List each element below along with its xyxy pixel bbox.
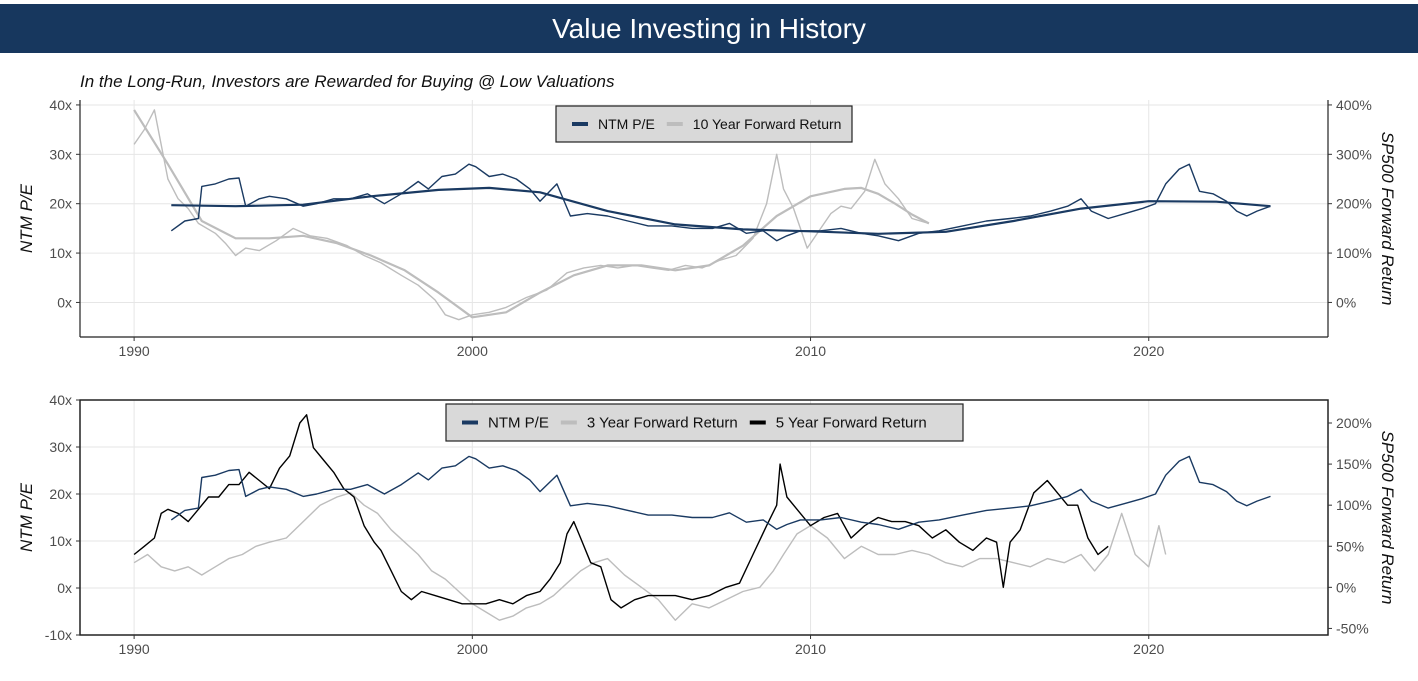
- y-left-tick-label: 40x: [49, 97, 72, 113]
- y-right-tick-label: 50%: [1336, 538, 1364, 554]
- legend-label-r3: 3 Year Forward Return: [587, 415, 738, 432]
- y-right-tick-label: 300%: [1336, 146, 1372, 162]
- series-line-pe: [170, 163, 1271, 242]
- y-left-axis-title: NTM P/E: [17, 183, 36, 253]
- x-tick-label: 2010: [795, 641, 826, 657]
- x-tick-label: 2000: [457, 641, 488, 657]
- x-tick-label: 2020: [1133, 641, 1164, 657]
- legend-label-pe: NTM P/E: [488, 415, 549, 432]
- series-line-r3: [133, 492, 1167, 621]
- y-left-tick-label: 20x: [49, 196, 72, 212]
- series-line-r10_smooth: [133, 109, 930, 319]
- series-line-r5: [133, 414, 1109, 609]
- y-left-tick-label: 20x: [49, 486, 72, 502]
- legend-box: [555, 105, 853, 143]
- x-tick-label: 2000: [457, 343, 488, 359]
- y-left-tick-label: 30x: [49, 439, 72, 455]
- series-line-pe: [170, 455, 1271, 530]
- y-right-axis-title: SP500 Forward Return: [1378, 431, 1397, 605]
- y-left-tick-label: 10x: [49, 533, 72, 549]
- y-right-tick-label: 400%: [1336, 97, 1372, 113]
- y-left-tick-label: -10x: [45, 627, 72, 643]
- x-tick-label: 2010: [795, 343, 826, 359]
- x-tick-label: 2020: [1133, 343, 1164, 359]
- legend-label-pe: NTM P/E: [598, 116, 655, 132]
- legend-label-r10: 10 Year Forward Return: [693, 116, 842, 132]
- series-line-pe_smooth: [171, 186, 1271, 235]
- y-left-axis-title: NTM P/E: [17, 482, 36, 552]
- title-banner: Value Investing in History: [0, 4, 1418, 53]
- y-right-tick-label: 150%: [1336, 456, 1372, 472]
- legend-box: [445, 403, 964, 442]
- y-right-tick-label: 0%: [1336, 579, 1356, 595]
- y-left-tick-label: 0x: [57, 580, 72, 596]
- y-left-tick-label: 40x: [49, 392, 72, 408]
- y-left-tick-label: 0x: [57, 294, 72, 310]
- y-right-axis-title: SP500 Forward Return: [1378, 132, 1397, 306]
- x-tick-label: 1990: [119, 641, 150, 657]
- y-right-tick-label: -50%: [1336, 620, 1369, 636]
- legend-label-r5: 5 Year Forward Return: [776, 415, 927, 432]
- chart-legend: NTM P/E 10 Year Forward Return: [555, 105, 853, 143]
- plot-frame: [79, 399, 1329, 636]
- chart-subtitle: In the Long-Run, Investors are Rewarded …: [80, 72, 615, 91]
- y-right-tick-label: 200%: [1336, 415, 1372, 431]
- y-right-tick-label: 100%: [1336, 245, 1372, 261]
- y-right-tick-label: 200%: [1336, 196, 1372, 212]
- chart-panel-2: 1990 2000 2010 2020 -10x 0x 10x 20x 30x 40x -50% 0%…: [17, 392, 1397, 657]
- y-left-tick-label: 30x: [49, 146, 72, 162]
- x-tick-label: 1990: [119, 343, 150, 359]
- page-title: Value Investing in History: [552, 12, 866, 44]
- y-left-tick-label: 10x: [49, 245, 72, 261]
- y-right-tick-label: 100%: [1336, 497, 1372, 513]
- chart-panel-1: 1990 2000 2010 2020 0x 10x 20x 30x 40x 0% 100% 200%…: [17, 97, 1397, 359]
- chart-legend: NTM P/E 3 Year Forward Return 5 Year Forwa…: [445, 403, 964, 442]
- y-right-tick-label: 0%: [1336, 294, 1356, 310]
